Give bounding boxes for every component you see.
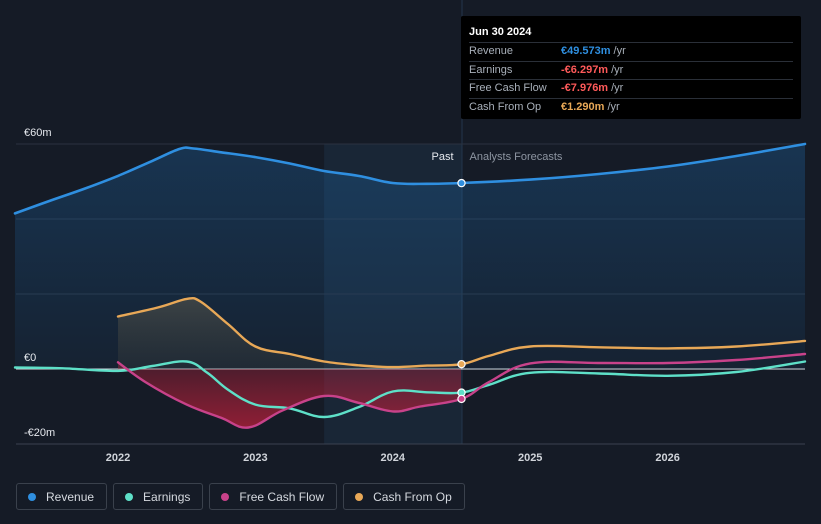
revenue-line [13, 142, 807, 215]
tooltip-value: €49.573m [561, 45, 611, 57]
y-tick-label: -€20m [24, 427, 55, 439]
legend-label: Free Cash Flow [239, 489, 325, 504]
x-tick-label: 2023 [243, 452, 267, 464]
cash-from-op-marker [457, 359, 466, 369]
tooltip-unit: /yr [611, 82, 624, 94]
x-tick-label: 2025 [518, 452, 542, 464]
past-label: Past [431, 151, 453, 163]
free-cash-flow-dot-icon [221, 492, 230, 501]
y-tick-label: €60m [24, 127, 52, 139]
legend-label: Revenue [46, 489, 95, 504]
tooltip-date: Jun 30 2024 [469, 26, 532, 38]
tooltip-unit: /yr [613, 45, 626, 57]
earnings-dot-icon [125, 492, 134, 501]
revenue-dot-icon [28, 492, 36, 501]
tooltip-unit: /yr [611, 63, 624, 76]
x-tick-label: 2022 [106, 452, 130, 464]
earnings-line [13, 360, 807, 419]
x-tick-label: 2026 [655, 452, 679, 464]
tooltip-label: Free Cash Flow [469, 82, 547, 94]
revenue-marker [457, 178, 466, 188]
free-cash-flow-marker [457, 394, 466, 404]
tooltip-label: Cash From Op [469, 100, 542, 113]
tooltip-row-cash-from-op: Cash From Op €1.290m /yr [469, 97, 793, 117]
cash-from-op-line [116, 296, 807, 369]
legend-label: Cash From Op [373, 489, 452, 504]
tooltip-panel: Jun 30 2024 Revenue €49.573m /yr Earning… [461, 16, 801, 119]
cash-from-op-area [118, 298, 461, 369]
tooltip-label: Earnings [469, 63, 513, 76]
tooltip-label: Revenue [469, 45, 514, 57]
legend-label: Earnings [143, 489, 191, 504]
x-tick-label: 2024 [381, 452, 406, 464]
tooltip-value: -€6.297m [561, 63, 609, 76]
forecast-label: Analysts Forecasts [470, 151, 563, 163]
tooltip-row-free-cash-flow: Free Cash Flow -€7.976m /yr [469, 79, 793, 98]
y-tick-label: €0 [24, 352, 36, 364]
legend-item-revenue[interactable]: Revenue [16, 483, 108, 510]
tooltip-row-earnings: Earnings -€6.297m /yr [469, 60, 793, 80]
tooltip-unit: /yr [607, 100, 620, 113]
legend-item-free-cash-flow[interactable]: Free Cash Flow [209, 483, 338, 510]
legend-item-earnings[interactable]: Earnings [113, 483, 204, 510]
tooltip-row-revenue: Revenue €49.573m /yr [469, 42, 793, 61]
free-cash-flow-line [116, 352, 807, 429]
tooltip-value: -€7.976m [561, 82, 609, 94]
cash-from-op-dot-icon [355, 492, 364, 501]
legend: Revenue Earnings Free Cash Flow Cash Fro… [16, 483, 465, 510]
legend-item-cash-from-op[interactable]: Cash From Op [343, 483, 465, 510]
tooltip-value: €1.290m [561, 100, 605, 113]
